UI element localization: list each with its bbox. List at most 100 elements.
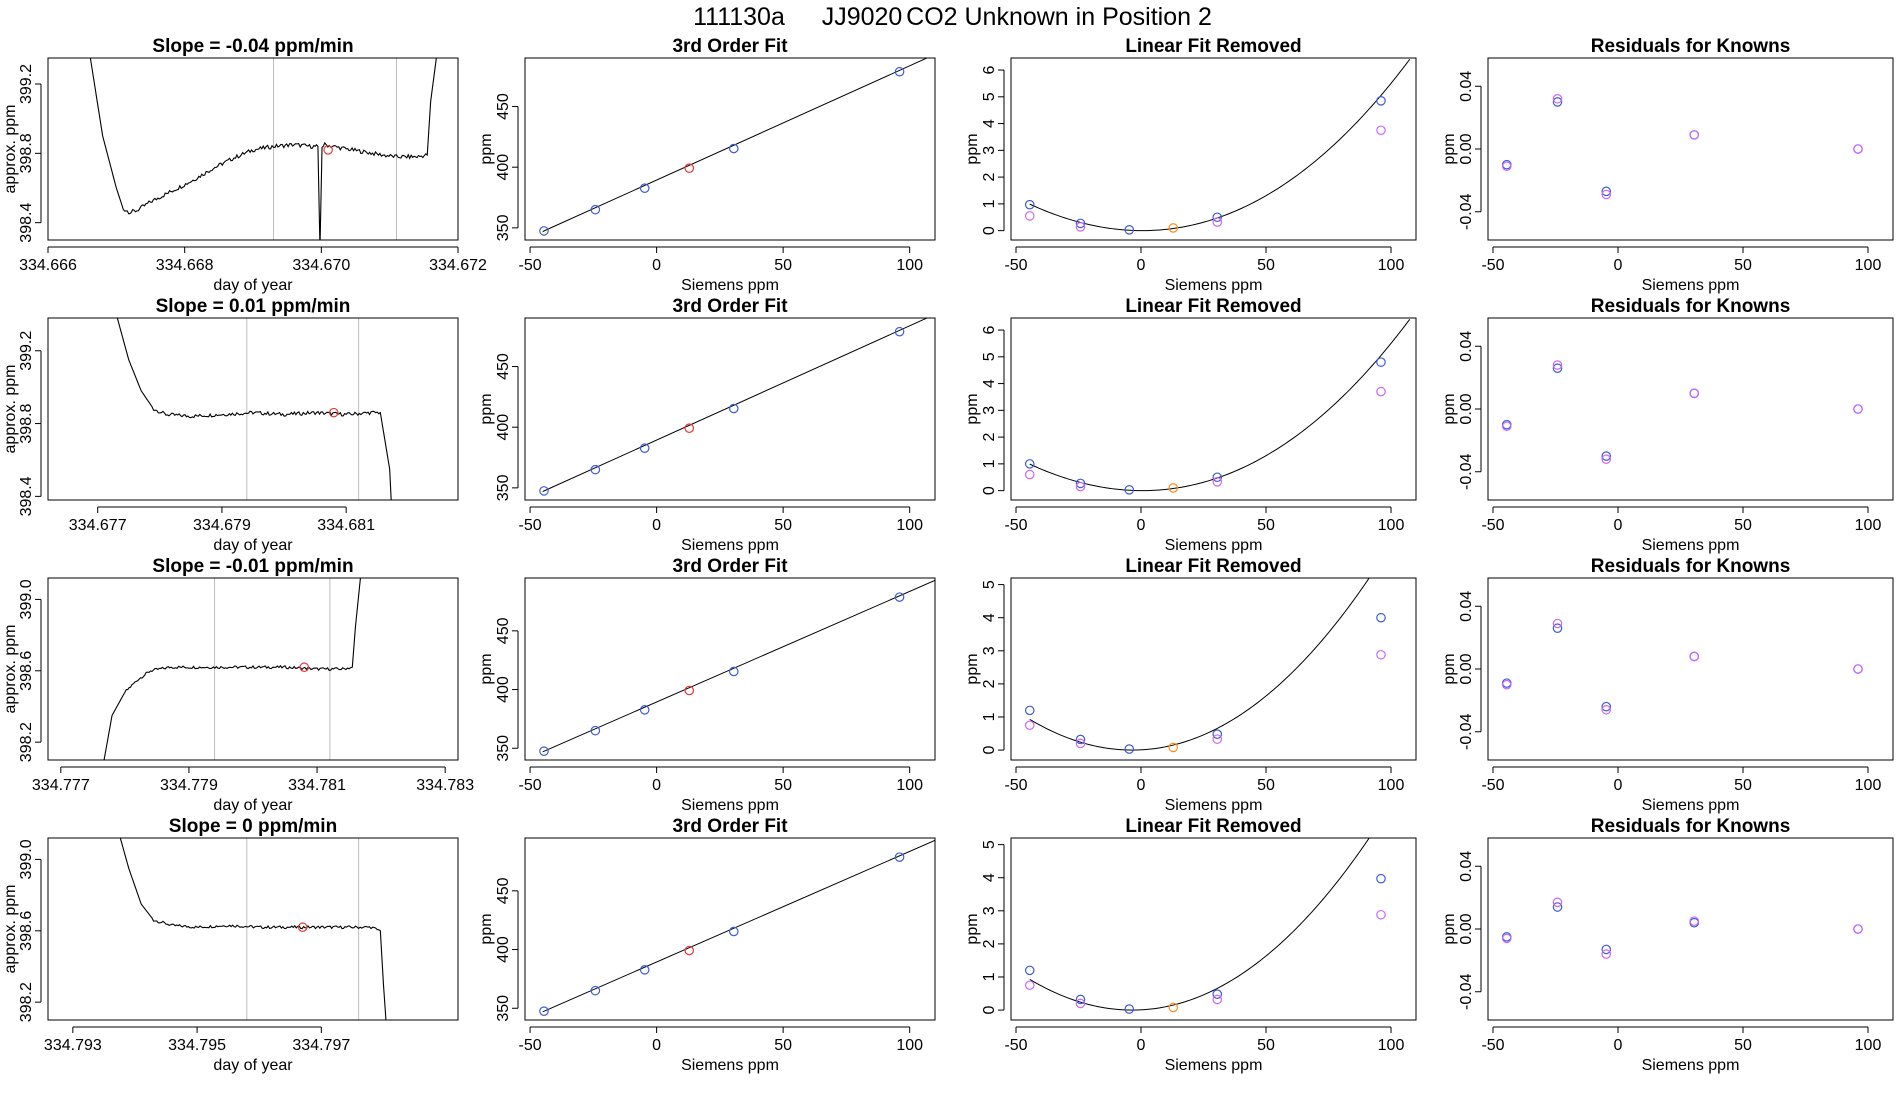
x-tick-label: 334.679 — [193, 517, 251, 534]
x-tick-label: 334.777 — [32, 777, 90, 794]
y-tick-label: 4 — [981, 119, 998, 128]
plot-area — [1024, 838, 1386, 1014]
data-point — [1075, 218, 1086, 229]
x-tick-label: -50 — [1004, 1037, 1027, 1054]
x-axis-label: day of year — [213, 1057, 293, 1074]
plot-area — [1501, 618, 1863, 715]
x-tick-label: 100 — [896, 777, 923, 794]
x-axis-label: Siemens ppm — [1642, 1057, 1740, 1074]
data-point — [1024, 469, 1035, 480]
panel-row4-linear-removed: Linear Fit Removed -50 0 50 100 0 1 2 3 4 5 Siemens… — [964, 816, 1417, 1074]
x-tick-label: 334.783 — [416, 777, 474, 794]
data-point — [639, 183, 650, 193]
panel-title: Linear Fit Removed — [1125, 556, 1301, 577]
y-tick-label: 0 — [981, 226, 998, 235]
data-point — [728, 666, 739, 677]
data-point — [1552, 97, 1563, 107]
panel-title: 3rd Order Fit — [672, 36, 788, 57]
panel-row1-fit: 3rd Order Fit -50 0 50 100 350 400 450 Siemens p… — [478, 36, 936, 294]
measurement-trace — [103, 578, 361, 760]
y-axis-label: approx. ppm — [2, 885, 19, 974]
x-axis-label: Siemens ppm — [1642, 277, 1740, 294]
x-tick-label: 50 — [774, 517, 792, 534]
data-point — [639, 965, 650, 975]
measurement-trace — [89, 58, 437, 240]
data-point — [1376, 125, 1386, 136]
y-tick-label: 398.4 — [18, 476, 35, 516]
x-tick-label: -50 — [1481, 257, 1504, 274]
y-tick-label: 2 — [981, 679, 998, 688]
plot-area — [1024, 578, 1386, 754]
measurement-trace — [119, 838, 387, 1020]
unknown-point — [328, 407, 339, 418]
data-point — [1552, 902, 1563, 912]
plot-frame — [1010, 577, 1417, 761]
y-tick-label: 1 — [981, 972, 998, 981]
x-tick-label: 0 — [652, 1037, 661, 1054]
data-point — [639, 705, 650, 715]
x-axis-label: Siemens ppm — [681, 797, 779, 814]
y-tick-label: 399.0 — [18, 579, 35, 619]
x-tick-label: 100 — [1855, 257, 1882, 274]
x-tick-label: 0 — [1614, 777, 1623, 794]
data-point — [1853, 924, 1863, 934]
panel-title: Slope = 0.01 ppm/min — [156, 296, 351, 317]
data-point — [1212, 989, 1223, 999]
x-tick-label: 100 — [896, 517, 923, 534]
data-point — [1075, 478, 1086, 489]
panel-title: 3rd Order Fit — [672, 296, 788, 317]
y-axis-label: approx. ppm — [2, 365, 19, 454]
panel-title: 3rd Order Fit — [672, 816, 788, 837]
panel-row4-fit: 3rd Order Fit -50 0 50 100 350 400 450 Siemens p… — [478, 816, 936, 1074]
y-tick-label: -0.04 — [1458, 973, 1475, 1010]
data-point — [1124, 744, 1135, 754]
panel-title: 3rd Order Fit — [672, 556, 788, 577]
plot-frame — [524, 837, 936, 1021]
x-axis-label: Siemens ppm — [1165, 277, 1263, 294]
data-point — [1212, 734, 1223, 744]
y-axis-label: ppm — [1441, 653, 1458, 684]
x-tick-label: 334.797 — [292, 1037, 350, 1054]
x-axis-label: Siemens ppm — [681, 537, 779, 554]
data-point — [684, 423, 695, 433]
y-tick-label: 3 — [981, 646, 998, 655]
y-tick-label: 450 — [495, 877, 512, 904]
data-point — [1552, 623, 1563, 634]
data-point — [1601, 186, 1612, 197]
figure-title-tank-id: JJ9020 — [822, 3, 903, 31]
plot-area — [1024, 318, 1411, 495]
y-axis-label: ppm — [964, 653, 981, 684]
plot-frame — [524, 577, 936, 761]
x-axis-label: day of year — [213, 797, 293, 814]
data-point — [1168, 483, 1179, 493]
x-tick-label: -50 — [518, 777, 541, 794]
y-tick-label: 350 — [495, 474, 512, 501]
plot-area — [1501, 360, 1863, 465]
y-tick-label: 450 — [495, 353, 512, 380]
y-tick-label: 350 — [495, 995, 512, 1022]
y-axis-label: approx. ppm — [2, 105, 19, 194]
x-tick-label: -50 — [1004, 777, 1027, 794]
fit-curve — [1029, 58, 1411, 232]
y-tick-label: -0.04 — [1458, 713, 1475, 750]
x-tick-label: 334.779 — [160, 777, 218, 794]
unknown-point — [299, 662, 310, 673]
x-tick-label: 50 — [1734, 1037, 1752, 1054]
y-tick-label: 5 — [981, 580, 998, 589]
measurement-trace — [116, 318, 392, 500]
data-point — [1376, 612, 1386, 623]
x-tick-label: 100 — [1378, 1037, 1405, 1054]
fit-line — [542, 318, 929, 492]
plot-frame — [1487, 57, 1894, 241]
x-tick-label: 50 — [1734, 777, 1752, 794]
data-point — [894, 592, 905, 602]
data-point — [1601, 451, 1612, 461]
y-tick-label: 1 — [981, 199, 998, 208]
panel-row3-fit: 3rd Order Fit -50 0 50 100 350 400 450 Siemens p… — [478, 556, 936, 814]
y-tick-label: 0.00 — [1458, 653, 1475, 684]
x-tick-label: 50 — [774, 1037, 792, 1054]
y-tick-label: -0.04 — [1458, 453, 1475, 490]
data-point — [590, 204, 601, 215]
plot-frame — [47, 57, 459, 241]
plot-frame — [1487, 317, 1894, 501]
